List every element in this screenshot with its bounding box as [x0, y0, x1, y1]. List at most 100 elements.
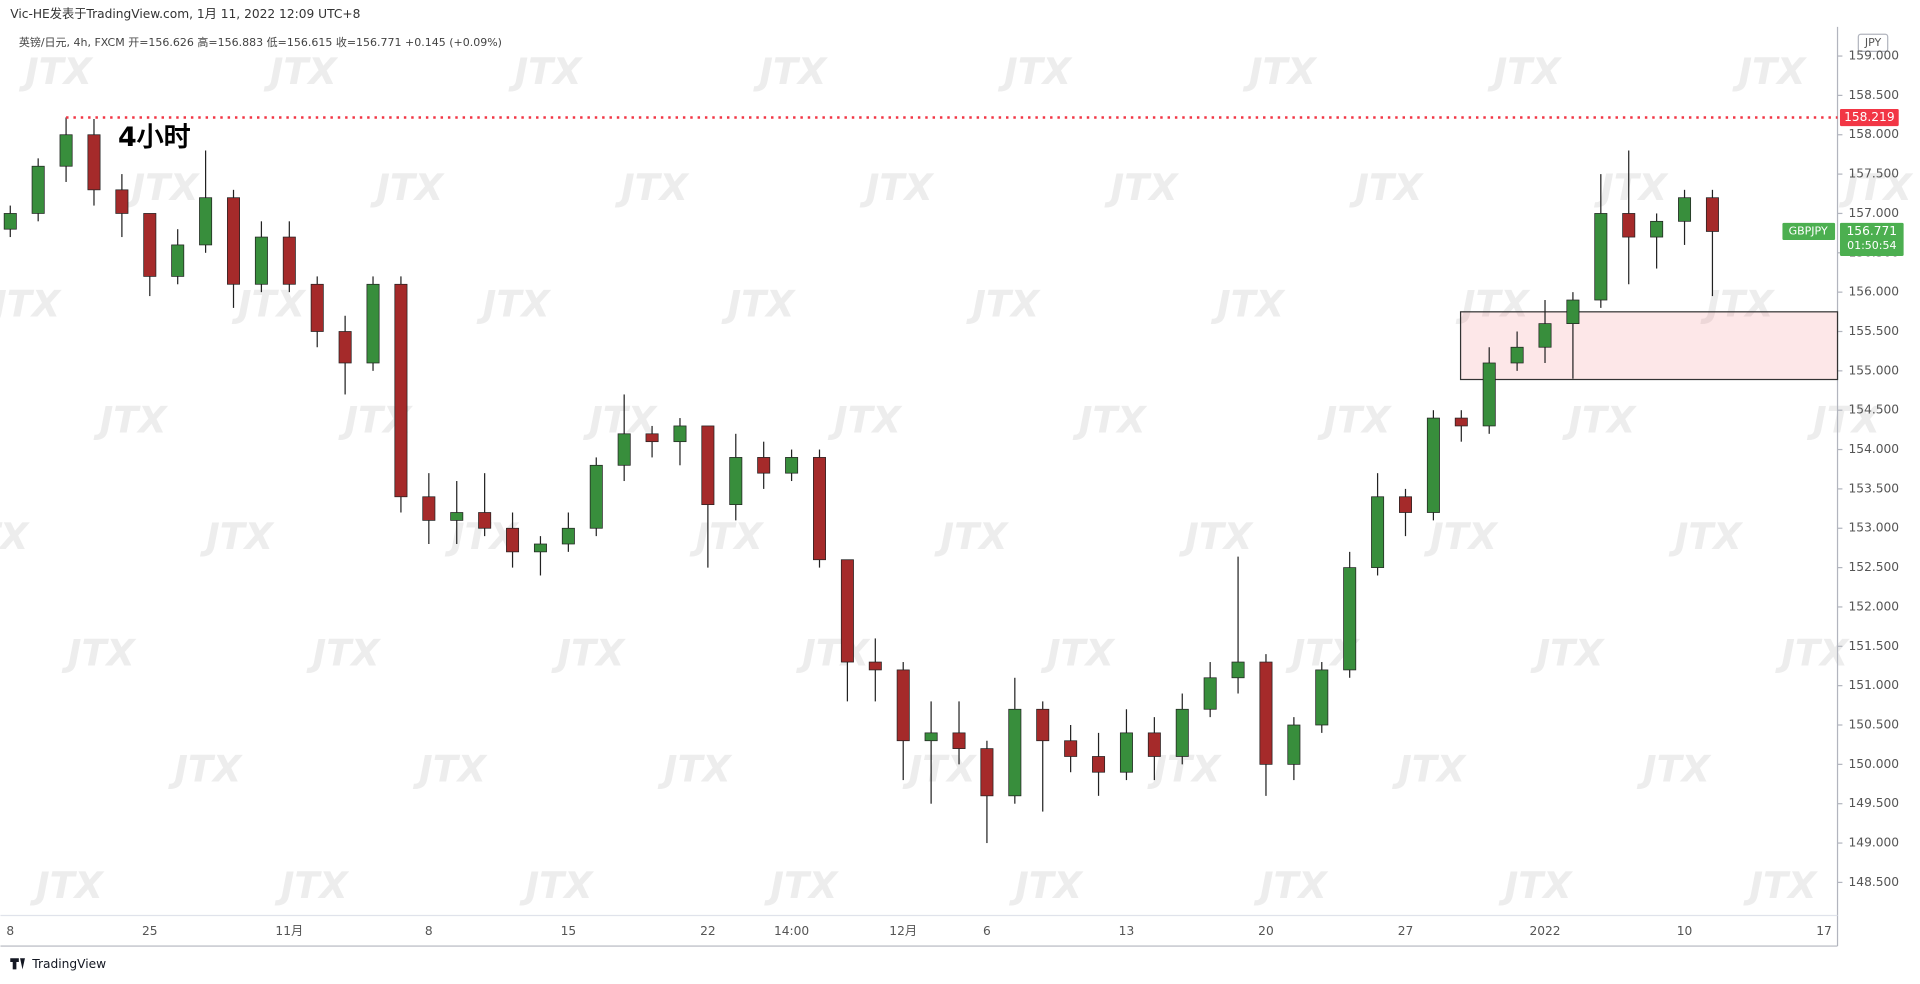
- candle-body: [1092, 756, 1106, 773]
- watermark: JTX: [1104, 166, 1180, 209]
- candle-body: [673, 425, 687, 443]
- x-tick-label: 2022: [1529, 924, 1560, 938]
- symbol-legend: 英镑/日元, 4h, FXCM 开=156.626 高=156.883 低=15…: [19, 35, 502, 49]
- watermark: JTX: [1561, 399, 1637, 442]
- candle-body: [1287, 724, 1301, 765]
- watermark: JTX: [476, 282, 552, 325]
- watermark: JTX: [550, 631, 626, 674]
- candle-body: [1454, 417, 1468, 427]
- candle-body: [924, 732, 938, 742]
- x-tick-label: 8: [425, 924, 433, 938]
- candle-body: [1566, 299, 1580, 324]
- watermark: JTX: [167, 748, 243, 791]
- watermark: JTX: [1636, 748, 1712, 791]
- watermark: JTX: [1423, 515, 1499, 558]
- watermark: JTX: [827, 399, 903, 442]
- candle-body: [896, 669, 910, 742]
- watermark: JTX: [1742, 864, 1818, 907]
- candle-body: [1650, 220, 1664, 238]
- watermark: JTX: [18, 50, 94, 93]
- price-label: 156.771: [1847, 224, 1898, 238]
- watermark: JTX: [1498, 864, 1574, 907]
- watermark: JTX: [614, 166, 690, 209]
- candle-body: [589, 464, 603, 529]
- watermark: JTX: [274, 864, 350, 907]
- watermark: JTX: [1348, 166, 1424, 209]
- candle-body: [1482, 362, 1496, 427]
- watermark: JTX: [0, 515, 30, 558]
- y-tick-label: 154.500: [1849, 403, 1900, 417]
- candle-body: [450, 512, 464, 521]
- y-tick-label: 153.500: [1849, 481, 1900, 495]
- candle-body: [338, 331, 352, 364]
- candle-body: [617, 433, 631, 466]
- y-tick-label: 157.500: [1849, 167, 1900, 181]
- candle-body: [59, 134, 73, 167]
- watermark: JTX: [93, 399, 169, 442]
- brand-logo: [10, 958, 25, 970]
- candle-body: [1538, 323, 1552, 348]
- candle-body: [1426, 417, 1440, 513]
- candle-body: [561, 527, 575, 545]
- candle-body: [533, 543, 547, 553]
- demand-zone: [1459, 311, 1839, 381]
- candle-body: [1594, 213, 1608, 301]
- candle-body: [1678, 197, 1692, 222]
- candle-body: [980, 748, 994, 797]
- x-tick-label: 14:00: [774, 924, 809, 938]
- x-tick-label: 11月: [275, 924, 303, 938]
- y-tick-label: 151.000: [1849, 678, 1900, 692]
- watermark: JTX: [795, 631, 871, 674]
- candle-body: [1008, 708, 1022, 797]
- watermark: JTX: [859, 166, 935, 209]
- watermark: JTX: [1774, 631, 1850, 674]
- x-tick-label: 27: [1398, 924, 1414, 938]
- candle-body: [1147, 732, 1161, 757]
- x-tick-label: 20: [1258, 924, 1274, 938]
- watermark: JTX: [61, 631, 137, 674]
- candle-body: [366, 283, 380, 364]
- y-tick-label: 149.500: [1849, 796, 1900, 810]
- x-tick-label: 6: [983, 924, 991, 938]
- candle-body: [1036, 708, 1050, 742]
- y-tick-label: 150.500: [1849, 718, 1900, 732]
- currency-box: [1857, 33, 1889, 53]
- candle-body: [506, 527, 520, 553]
- y-tick-label: 158.500: [1849, 88, 1900, 102]
- y-tick-label: 159.000: [1849, 49, 1900, 63]
- y-tick-label: 157.000: [1849, 206, 1900, 220]
- candle-body: [1399, 496, 1412, 513]
- x-tick-label: 22: [700, 924, 716, 938]
- watermark: JTX: [306, 631, 382, 674]
- candle-body: [199, 197, 213, 246]
- candle-body: [310, 283, 324, 332]
- watermark: JTX: [1210, 282, 1286, 325]
- candle-body: [840, 559, 854, 663]
- x-tick-label: 15: [561, 924, 577, 938]
- brand: TradingView: [31, 957, 106, 971]
- candle-body: [143, 213, 157, 277]
- candle-body: [478, 512, 492, 529]
- watermark: JTX: [657, 748, 733, 791]
- y-tick-label: 151.500: [1849, 639, 1900, 653]
- candle-body: [282, 236, 296, 285]
- symbol-label: GBPJPY: [1789, 224, 1828, 237]
- watermark: JTX: [0, 282, 62, 325]
- y-tick-label: 158.000: [1849, 127, 1900, 141]
- watermark: JTX: [1040, 631, 1116, 674]
- watermark: JTX: [231, 282, 307, 325]
- byline: Vic-HE发表于TradingView.com, 1月 11, 2022 12…: [10, 6, 360, 21]
- y-tick-label: 150.000: [1849, 757, 1900, 771]
- candle-body: [813, 457, 826, 561]
- watermark: JTX: [1008, 864, 1084, 907]
- candle-body: [1203, 677, 1217, 710]
- watermark: JTX: [1529, 631, 1605, 674]
- watermark: JTX: [1253, 864, 1329, 907]
- watermark: JTX: [933, 515, 1009, 558]
- watermark: JTX: [508, 50, 584, 93]
- y-tick-label: 148.500: [1849, 875, 1900, 889]
- candle-body: [254, 236, 268, 285]
- currency: JPY: [1864, 36, 1882, 49]
